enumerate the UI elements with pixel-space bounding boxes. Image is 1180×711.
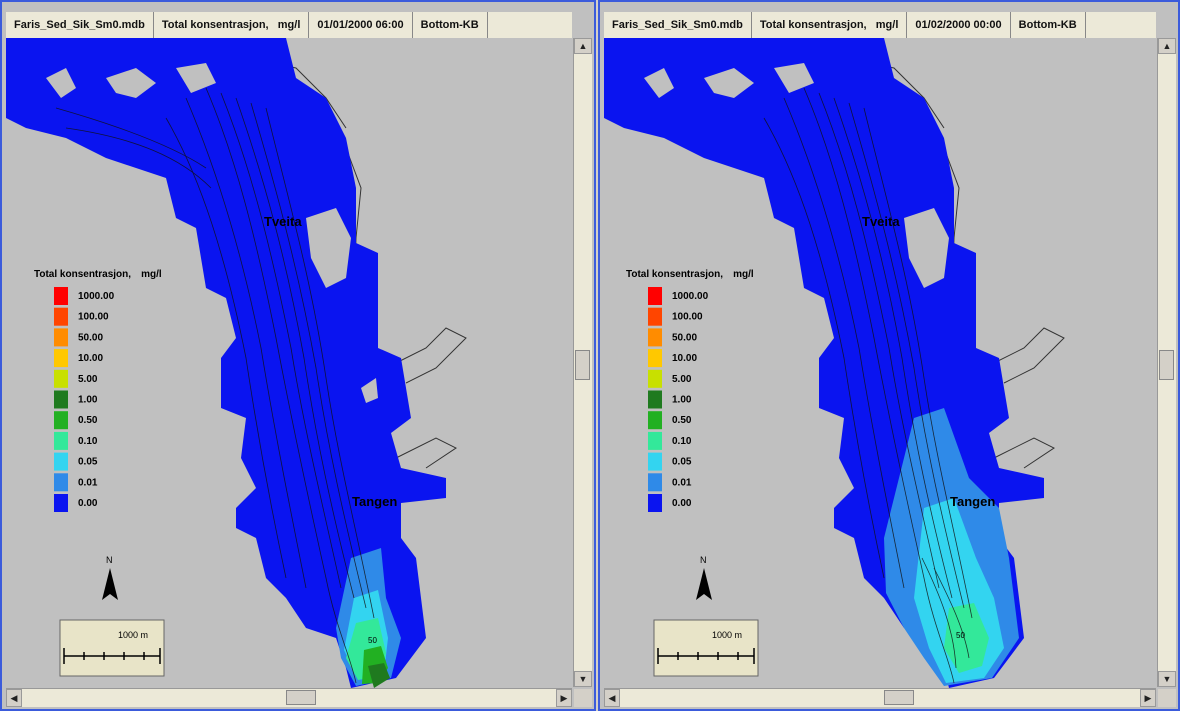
legend-label: 0.50 xyxy=(78,415,98,426)
legend-swatch xyxy=(54,411,68,430)
legend-label: 50.00 xyxy=(672,332,697,343)
legend-label: 0.10 xyxy=(78,436,98,447)
scroll-left-icon[interactable]: ◀ xyxy=(6,689,22,707)
svg-text:N: N xyxy=(106,555,113,565)
legend-swatch xyxy=(648,287,662,305)
scroll-right-icon[interactable]: ▶ xyxy=(556,689,572,707)
legend-swatch xyxy=(54,452,68,471)
legend-swatch xyxy=(648,349,662,368)
legend-label: 5.00 xyxy=(672,374,692,385)
legend-swatch xyxy=(648,328,662,347)
legend-swatch xyxy=(54,287,68,305)
legend-label: 10.00 xyxy=(672,353,697,364)
map-pane-left: Faris_Sed_Sik_Sm0.mdb Total konsentrasjo… xyxy=(0,0,596,711)
legend-swatch xyxy=(648,473,662,492)
contour-label: 50 xyxy=(368,636,377,645)
legend-label: 0.00 xyxy=(672,498,692,509)
concentration-map-right[interactable]: Tveita Tangen 50 Total konsentrasjon, mg/… xyxy=(604,38,1156,688)
legend-swatch xyxy=(54,328,68,347)
legend-swatch xyxy=(648,411,662,430)
legend-swatch xyxy=(648,452,662,471)
variable-name: Total konsentrasjon, xyxy=(759,19,867,31)
layer-name: Bottom-KB xyxy=(413,12,488,38)
legend-swatch xyxy=(648,307,662,326)
north-arrow-icon: N xyxy=(102,555,118,600)
legend-swatch xyxy=(54,431,68,450)
legend-label: 1000.00 xyxy=(78,291,115,302)
legend-swatch xyxy=(648,431,662,450)
timestamp: 01/02/2000 00:00 xyxy=(907,12,1011,38)
legend-label: 0.50 xyxy=(672,415,692,426)
north-arrow-icon: N xyxy=(696,555,712,600)
variable-unit: mg/l xyxy=(277,19,301,31)
legend-swatch xyxy=(54,494,68,512)
scroll-thumb[interactable] xyxy=(575,350,590,380)
variable-name: Total konsentrasjon, xyxy=(161,19,269,31)
legend-label: 5.00 xyxy=(78,374,98,385)
scale-bar: 1000 m xyxy=(59,619,165,677)
scale-bar: 1000 m xyxy=(653,619,759,677)
legend-label: 0.01 xyxy=(78,477,98,488)
vertical-scrollbar[interactable]: ▲ ▼ xyxy=(1157,38,1176,687)
layer-name: Bottom-KB xyxy=(1011,12,1086,38)
scroll-thumb[interactable] xyxy=(884,690,914,705)
horizontal-scrollbar[interactable]: ◀ ▶ xyxy=(604,688,1156,707)
legend-label: 0.10 xyxy=(672,436,692,447)
variable-unit: mg/l xyxy=(875,19,899,31)
legend-label: 0.05 xyxy=(672,457,692,468)
place-label-upper: Tveita xyxy=(862,214,900,229)
scroll-up-icon[interactable]: ▲ xyxy=(574,38,592,54)
concentration-map-left[interactable]: Tveita Tangen 50 Total konsentrasjon, mg/… xyxy=(6,38,572,688)
scroll-left-icon[interactable]: ◀ xyxy=(604,689,620,707)
legend-swatch xyxy=(54,349,68,368)
legend-swatch xyxy=(648,494,662,512)
legend: Total konsentrasjon, mg/l 1000.00 100.00 50… xyxy=(626,269,754,512)
legend-swatch xyxy=(54,390,68,409)
legend-label: 0.00 xyxy=(78,498,98,509)
svg-text:1000 m: 1000 m xyxy=(118,630,148,640)
legend-label: 10.00 xyxy=(78,353,103,364)
legend-swatch xyxy=(54,307,68,326)
scroll-thumb[interactable] xyxy=(286,690,316,705)
scroll-down-icon[interactable]: ▼ xyxy=(574,671,592,687)
legend-label: 50.00 xyxy=(78,332,103,343)
legend-label: 1000.00 xyxy=(672,291,709,302)
contour-label: 50 xyxy=(956,631,965,640)
legend-swatch xyxy=(648,390,662,409)
file-name: Faris_Sed_Sik_Sm0.mdb xyxy=(6,12,154,38)
scroll-up-icon[interactable]: ▲ xyxy=(1158,38,1176,54)
legend-swatch xyxy=(648,369,662,388)
scroll-right-icon[interactable]: ▶ xyxy=(1140,689,1156,707)
legend: Total konsentrasjon, mg/l 1000.00 100.00 50… xyxy=(34,269,162,512)
map-title-bar: Faris_Sed_Sik_Sm0.mdb Total konsentrasjo… xyxy=(604,12,1156,39)
legend-label: 0.01 xyxy=(672,477,692,488)
map-pane-right: Faris_Sed_Sik_Sm0.mdb Total konsentrasjo… xyxy=(598,0,1180,711)
scroll-thumb[interactable] xyxy=(1159,350,1174,380)
legend-title: Total konsentrasjon, mg/l xyxy=(626,269,754,280)
legend-label: 1.00 xyxy=(672,395,692,406)
legend-swatch xyxy=(54,473,68,492)
horizontal-scrollbar[interactable]: ◀ ▶ xyxy=(6,688,572,707)
legend-label: 1.00 xyxy=(78,395,98,406)
svg-text:1000 m: 1000 m xyxy=(712,630,742,640)
place-label-lower: Tangen xyxy=(950,494,995,509)
file-name: Faris_Sed_Sik_Sm0.mdb xyxy=(604,12,752,38)
legend-label: 0.05 xyxy=(78,457,98,468)
vertical-scrollbar[interactable]: ▲ ▼ xyxy=(573,38,592,687)
place-label-lower: Tangen xyxy=(352,494,397,509)
legend-label: 100.00 xyxy=(672,312,703,323)
legend-label: 100.00 xyxy=(78,312,109,323)
timestamp: 01/01/2000 06:00 xyxy=(309,12,413,38)
map-title-bar: Faris_Sed_Sik_Sm0.mdb Total konsentrasjo… xyxy=(6,12,572,39)
legend-title: Total konsentrasjon, mg/l xyxy=(34,269,162,280)
scroll-down-icon[interactable]: ▼ xyxy=(1158,671,1176,687)
svg-text:N: N xyxy=(700,555,707,565)
place-label-upper: Tveita xyxy=(264,214,302,229)
legend-swatch xyxy=(54,369,68,388)
